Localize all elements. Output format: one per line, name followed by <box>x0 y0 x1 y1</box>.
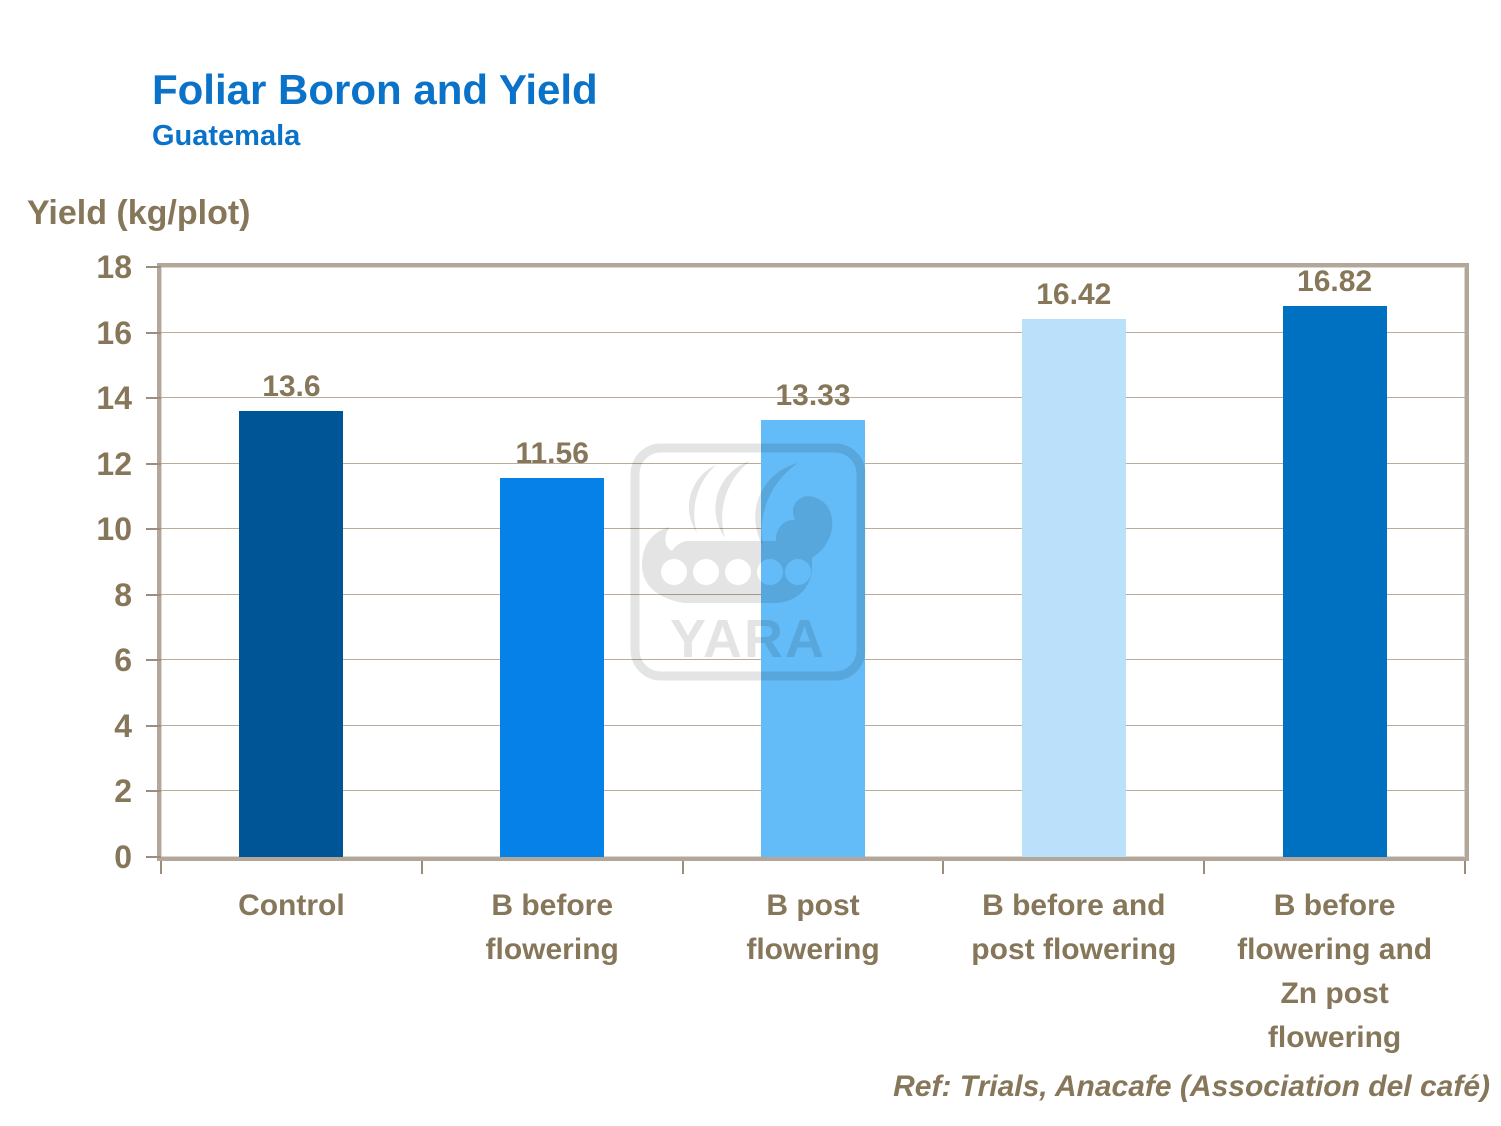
y-tick-mark-18 <box>146 266 161 268</box>
y-tick-label-18: 18 <box>96 249 132 285</box>
y-tick-mark-6 <box>146 659 161 662</box>
y-tick-label-16: 16 <box>96 314 132 351</box>
plot-area <box>157 263 1469 861</box>
x-tick-mark-4 <box>1203 861 1206 874</box>
bar-value-label-2: 11.56 <box>515 437 589 471</box>
x-category-label-4: B before and post flowering <box>971 889 1177 966</box>
bar-4-b-before-and-post-flowering <box>1021 318 1126 857</box>
chart-title: Foliar Boron and Yield <box>152 66 598 113</box>
y-tick-label-12: 12 <box>96 445 132 482</box>
x-category-label-3: B post flowering <box>746 889 880 966</box>
y-tick-mark-2 <box>146 790 161 793</box>
y-tick-label-2: 2 <box>114 773 132 810</box>
y-tick-label-14: 14 <box>96 380 132 417</box>
y-tick-mark-4 <box>146 724 161 727</box>
bar-3-b-post-flowering <box>761 420 865 857</box>
y-tick-mark-10 <box>146 528 161 531</box>
x-tick-mark-0 <box>160 861 162 874</box>
bar-value-label-5: 16.82 <box>1297 264 1373 298</box>
y-axis-title: Yield (kg/plot) <box>27 194 251 232</box>
y-tick-mark-14 <box>146 397 161 400</box>
y-tick-mark-8 <box>146 593 161 596</box>
x-tick-mark-2 <box>681 861 684 874</box>
y-tick-label-4: 4 <box>114 707 132 744</box>
x-category-label-2: B before flowering <box>485 889 619 966</box>
bar-5-b-before-flowering-and-zn-post-flowering <box>1282 305 1387 857</box>
reference-text: Ref: Trials, Anacafe (Association del ca… <box>893 1070 1490 1103</box>
x-tick-mark-3 <box>942 861 945 874</box>
y-tick-label-6: 6 <box>114 642 132 679</box>
bar-value-label-3: 13.33 <box>775 379 851 413</box>
y-tick-mark-16 <box>146 331 161 334</box>
y-tick-label-10: 10 <box>96 511 132 548</box>
y-tick-mark-0 <box>146 856 161 858</box>
gridline-14 <box>161 397 1465 399</box>
y-tick-label-8: 8 <box>114 576 132 613</box>
chart-subtitle: Guatemala <box>152 120 301 152</box>
x-category-label-5: B before flowering and Zn post flowering <box>1237 889 1433 1054</box>
bar-1-control <box>239 411 344 857</box>
gridline-16 <box>161 331 1465 333</box>
y-tick-label-0: 0 <box>114 839 132 875</box>
bar-value-label-1: 13.6 <box>262 370 321 404</box>
bar-value-label-4: 16.42 <box>1036 277 1112 311</box>
bar-2-b-before-flowering <box>500 478 605 857</box>
x-tick-mark-1 <box>420 861 423 874</box>
x-tick-mark-5 <box>1464 861 1466 874</box>
x-category-label-1: Control <box>238 889 345 922</box>
y-tick-mark-12 <box>146 462 161 465</box>
